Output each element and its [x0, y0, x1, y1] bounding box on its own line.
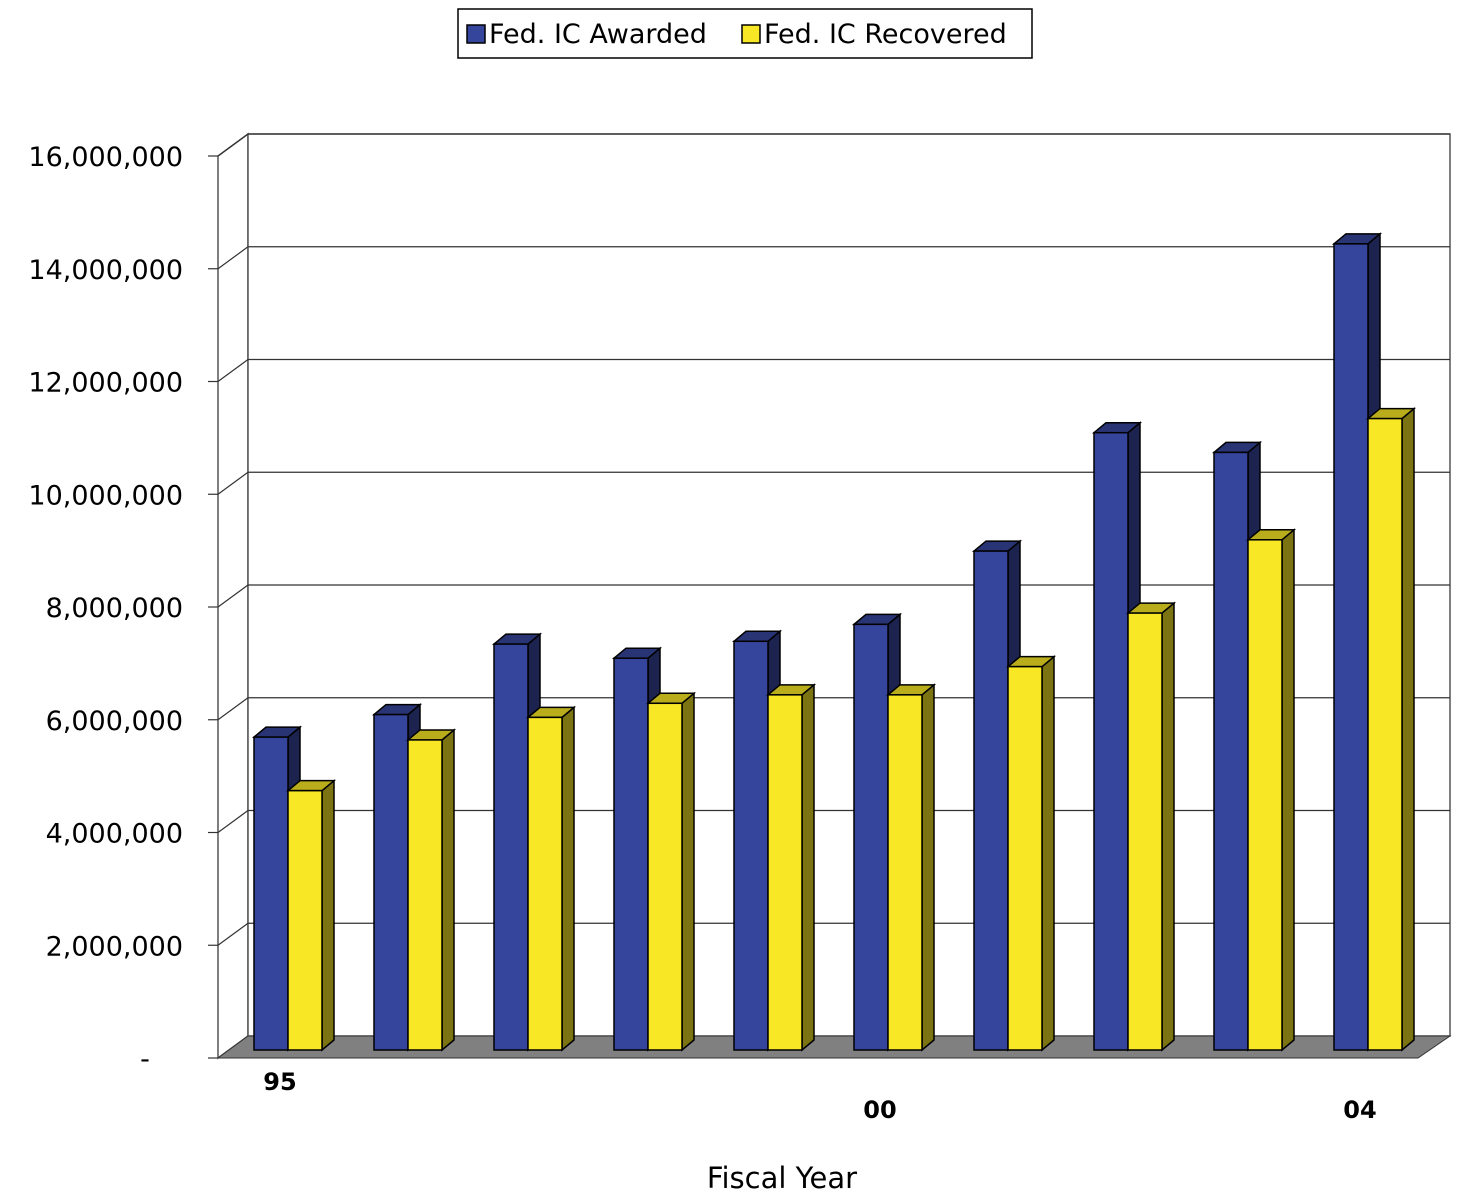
- bar: [973, 550, 1009, 1051]
- y-tick-label: 14,000,000: [28, 255, 183, 286]
- legend-label: Fed. IC Recovered: [764, 19, 1007, 50]
- x-axis-ticks: 95 00 04: [263, 1068, 1376, 1124]
- bar: [1007, 665, 1043, 1051]
- bar-side: [1401, 406, 1415, 1052]
- gridline-side: [217, 246, 249, 270]
- y-tick-label: 16,000,000: [28, 142, 183, 173]
- bar: [407, 739, 443, 1051]
- x-tick-label: 00: [863, 1096, 896, 1124]
- gridline-side: [217, 359, 249, 382]
- gridline-side: [217, 133, 249, 157]
- bar: [1333, 243, 1369, 1051]
- gridline-side: [217, 810, 249, 833]
- bar: [373, 713, 409, 1051]
- bar-side: [801, 683, 815, 1052]
- y-tick-label: 12,000,000: [28, 368, 183, 399]
- gridline-side: [217, 471, 249, 495]
- bar: [1127, 612, 1163, 1051]
- bar: [647, 702, 683, 1051]
- bar-side: [681, 691, 695, 1052]
- y-tick-label: 2,000,000: [46, 931, 183, 962]
- bar: [767, 694, 803, 1051]
- bar: [853, 623, 889, 1051]
- x-tick-label: 95: [263, 1068, 296, 1096]
- bar: [887, 694, 923, 1051]
- legend-swatch: [466, 24, 486, 44]
- bar: [1213, 451, 1249, 1051]
- y-tick-label: -: [140, 1044, 150, 1075]
- bar: [1247, 539, 1283, 1051]
- gridline-side: [217, 697, 249, 721]
- bar: [1093, 431, 1129, 1051]
- bar: [253, 736, 289, 1051]
- gridline-side: [217, 922, 249, 946]
- bar: [1367, 417, 1403, 1051]
- x-tick-label: 04: [1343, 1096, 1376, 1124]
- legend-label: Fed. IC Awarded: [489, 19, 707, 50]
- bar-side: [1161, 601, 1175, 1052]
- gridline-side: [217, 584, 249, 608]
- bar-side: [321, 779, 335, 1052]
- bar-side: [921, 683, 935, 1052]
- bar: [527, 716, 563, 1051]
- bar: [733, 640, 769, 1051]
- y-tick-label: 4,000,000: [46, 819, 183, 850]
- legend: Fed. IC Awarded Fed. IC Recovered: [457, 8, 1033, 59]
- bar-side: [441, 728, 455, 1052]
- y-tick-label: 6,000,000: [46, 706, 183, 737]
- bar-side: [1041, 655, 1055, 1052]
- y-tick-label: 10,000,000: [28, 480, 183, 511]
- y-axis-ticks: - 2,000,000 4,000,000 6,000,000 8,000,000 10,…: [28, 142, 218, 1075]
- bar-side: [561, 705, 575, 1052]
- legend-swatch: [741, 24, 761, 44]
- bar: [493, 643, 529, 1051]
- y-tick-label: 8,000,000: [46, 593, 183, 624]
- x-axis-title: Fiscal Year: [707, 1161, 857, 1195]
- bar-side: [1281, 528, 1295, 1052]
- bars: [251, 232, 1417, 1052]
- bar: [287, 789, 323, 1051]
- bar: [613, 657, 649, 1051]
